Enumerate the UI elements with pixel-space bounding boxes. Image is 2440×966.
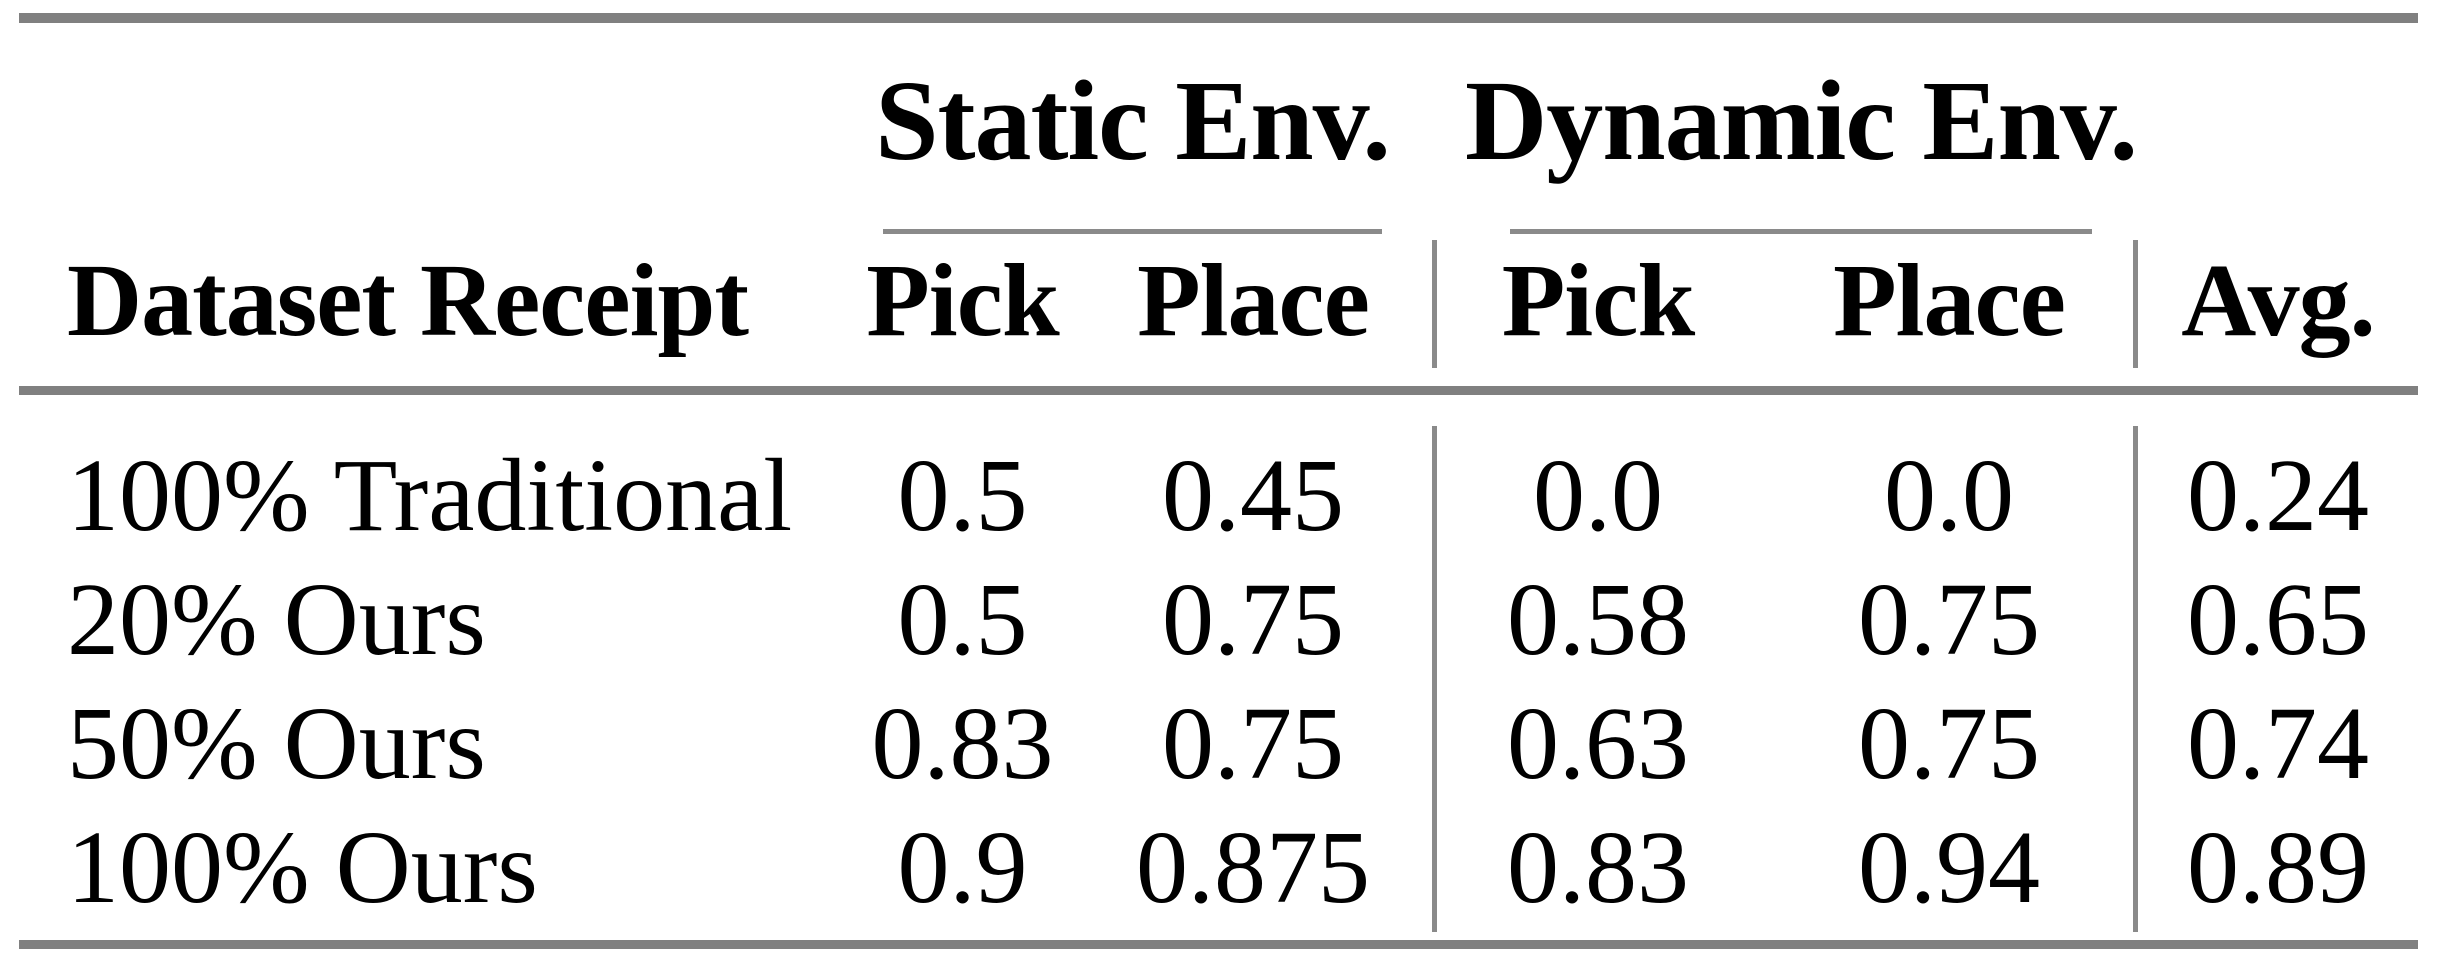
dynamic-pick-value: 0.63	[1507, 685, 1689, 801]
vertical-separator-1-header	[1432, 240, 1437, 368]
header-dynamic-pick: Pick	[1501, 242, 1695, 358]
dynamic-pick-value: 0.58	[1507, 561, 1689, 677]
dynamic-place-value: 0.75	[1858, 685, 2040, 801]
vertical-separator-2-header	[2133, 240, 2138, 368]
vertical-separator-1-body	[1432, 426, 1437, 932]
group-header-dynamic-env: Dynamic Env.	[1464, 57, 2138, 184]
static-place-value: 0.875	[1136, 809, 1370, 925]
table-row: 20% Ours 0.5 0.75 0.58 0.75 0.65	[0, 557, 2440, 681]
header-static-place: Place	[1137, 242, 1370, 358]
table-row: 50% Ours 0.83 0.75 0.63 0.75 0.74	[0, 681, 2440, 805]
static-pick-value: 0.9	[897, 809, 1028, 925]
static-pick-value: 0.5	[897, 561, 1028, 677]
dynamic-env-cmidrule	[1510, 229, 2092, 234]
dynamic-pick-value: 0.0	[1533, 437, 1663, 553]
static-pick-value: 0.5	[897, 437, 1028, 553]
avg-value: 0.65	[2187, 561, 2369, 677]
static-place-value: 0.45	[1162, 437, 1344, 553]
header-avg: Avg.	[2181, 242, 2375, 358]
row-label: 100% Traditional	[67, 437, 793, 553]
dynamic-place-value: 0.75	[1858, 561, 2040, 677]
row-label: 20% Ours	[67, 561, 486, 677]
dynamic-pick-value: 0.83	[1507, 809, 1689, 925]
avg-value: 0.89	[2187, 809, 2369, 925]
static-env-cmidrule	[883, 229, 1382, 234]
static-place-value: 0.75	[1162, 685, 1344, 801]
row-label: 50% Ours	[67, 685, 486, 801]
dynamic-place-value: 0.0	[1884, 437, 2014, 553]
static-place-value: 0.75	[1162, 561, 1344, 677]
header-dynamic-place: Place	[1833, 242, 2066, 358]
top-rule	[19, 13, 2418, 23]
table-row: 100% Traditional 0.5 0.45 0.0 0.0 0.24	[0, 433, 2440, 557]
header-static-pick: Pick	[866, 242, 1059, 358]
group-header-static-env: Static Env.	[875, 57, 1391, 184]
table-row: 100% Ours 0.9 0.875 0.83 0.94 0.89	[0, 805, 2440, 929]
header-dataset-receipt: Dataset Receipt	[67, 242, 749, 358]
vertical-separator-2-body	[2133, 426, 2138, 932]
header-separator-rule	[19, 386, 2418, 395]
static-pick-value: 0.83	[871, 685, 1054, 801]
column-header-row: Dataset Receipt Pick Place Pick Place Av…	[0, 240, 2440, 360]
dynamic-place-value: 0.94	[1858, 809, 2040, 925]
avg-value: 0.74	[2187, 685, 2369, 801]
row-label: 100% Ours	[67, 809, 538, 925]
avg-value: 0.24	[2187, 437, 2369, 553]
bottom-rule	[19, 940, 2418, 949]
